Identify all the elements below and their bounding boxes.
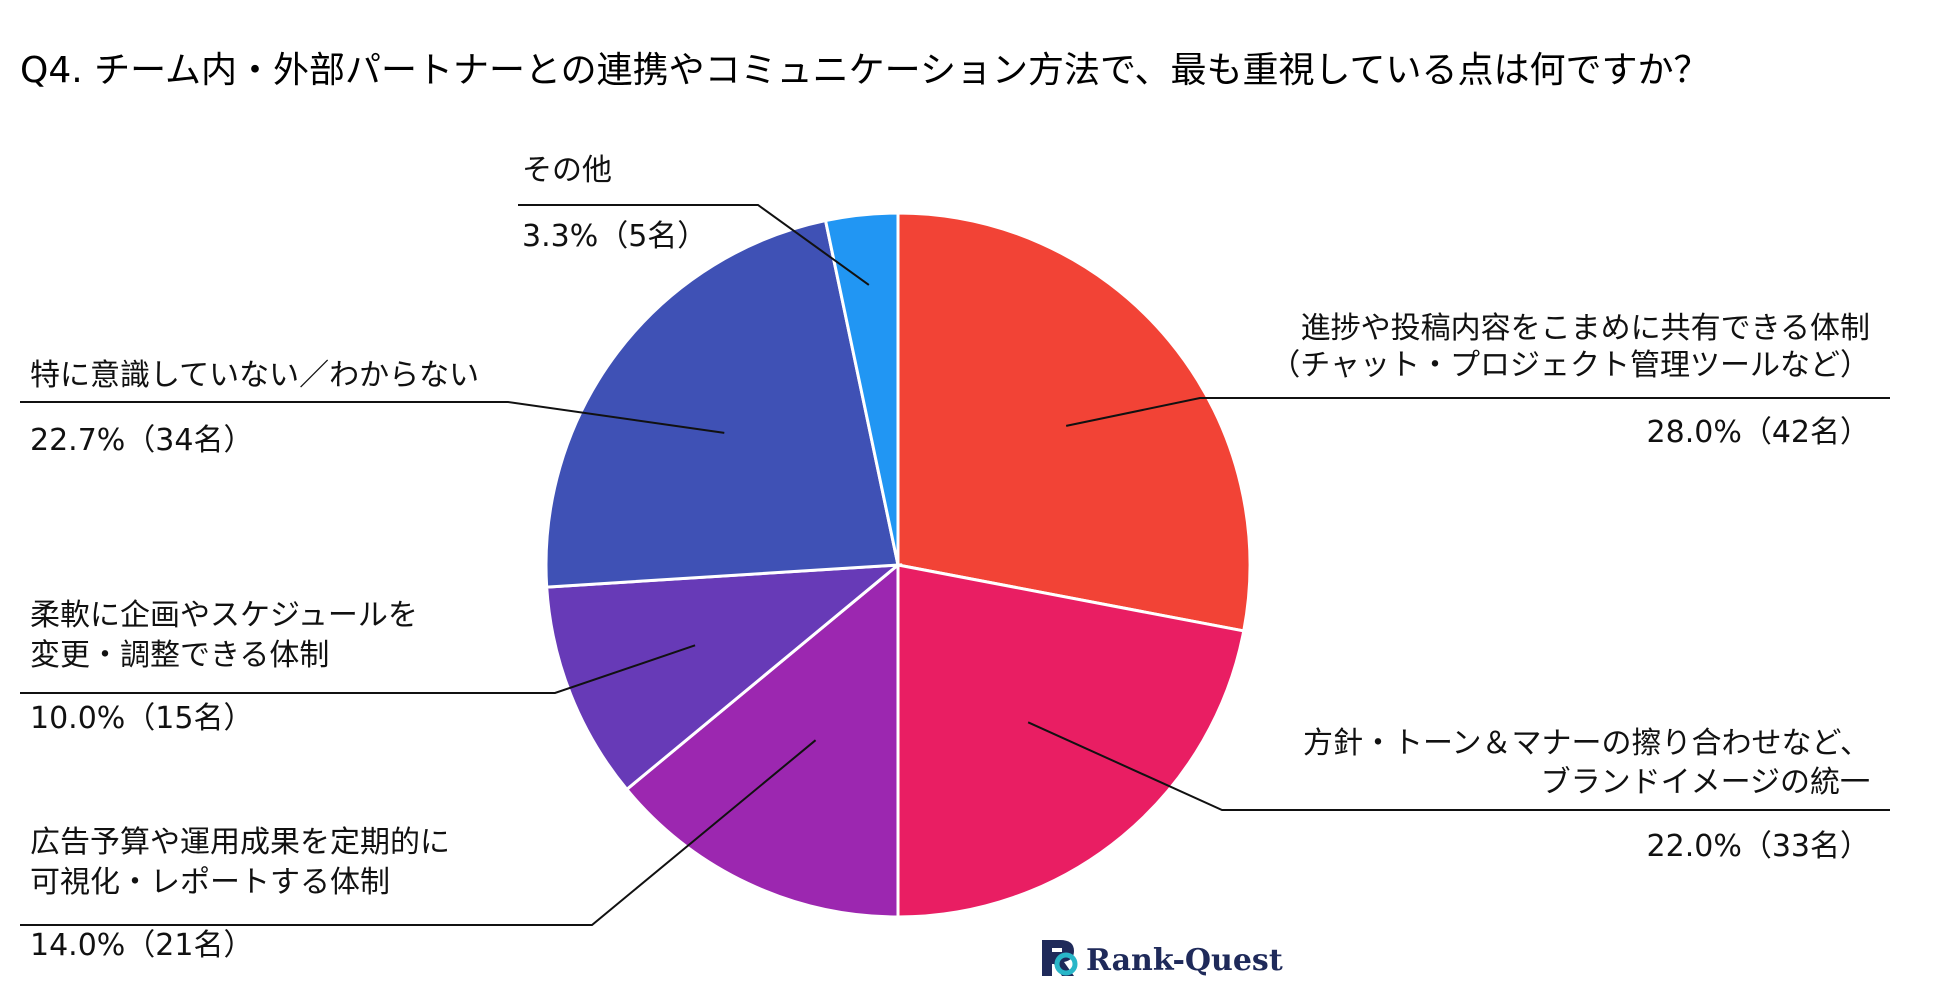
pie-slice-3 [624, 561, 900, 919]
slice-label-1-line-1: 進捗や投稿内容をこまめに共有できる体制 [1301, 311, 1870, 346]
slice-label-4-line-2: 変更・調整できる体制 [30, 638, 329, 673]
slice-label-3-line-1: 広告予算や運用成果を定期的に [30, 825, 450, 860]
slice-labels: 進捗や投稿内容をこまめに共有できる体制（チャット・プロジェクト管理ツールなど） 2… [20, 153, 1890, 963]
leader-line-1 [1065, 397, 1890, 427]
pie-slice-1 [896, 211, 1252, 633]
slice-label-2-line-2: ブランドイメージの統一 [1541, 765, 1870, 800]
leader-line-5 [20, 401, 725, 434]
slice-value-1: 28.0%（42名） [1647, 415, 1870, 450]
pie-slice-5 [544, 218, 900, 589]
slice-value-3: 14.0%（21名） [30, 928, 253, 963]
slice-label-3-line-2: 可視化・レポートする体制 [30, 865, 390, 900]
chart-title: Q4. チーム内・外部パートナーとの連携やコミュニケーション方法で、最も重視して… [20, 50, 1709, 91]
slice-value-5: 22.7%（34名） [30, 423, 253, 458]
brand-name: Rank-Quest [1086, 943, 1283, 978]
pie-slices [544, 211, 1252, 919]
slice-label-4-line-1: 柔軟に企画やスケジュールを [30, 598, 418, 633]
leader-line-2 [1027, 721, 1890, 811]
leader-line-4 [20, 644, 696, 694]
slice-label-5-line-1: 特に意識していない／わからない [30, 358, 479, 393]
slice-value-2: 22.0%（33名） [1647, 829, 1870, 864]
slice-value-6: 3.3%（5名） [522, 219, 707, 254]
slice-value-4: 10.0%（15名） [30, 701, 253, 736]
pie-slice-4 [545, 563, 903, 792]
leader-line-6 [518, 204, 870, 286]
brand-logo: Rank-Quest [1042, 940, 1283, 978]
slice-label-6-line-1: その他 [522, 153, 612, 188]
slice-label-2-line-1: 方針・トーン＆マナーの擦り合わせなど、 [1303, 726, 1870, 761]
pie-slice-6 [823, 211, 900, 566]
leader-line-3 [20, 739, 817, 926]
rq-logo-icon [1042, 940, 1078, 976]
slice-label-1-line-2: （チャット・プロジェクト管理ツールなど） [1270, 348, 1870, 383]
